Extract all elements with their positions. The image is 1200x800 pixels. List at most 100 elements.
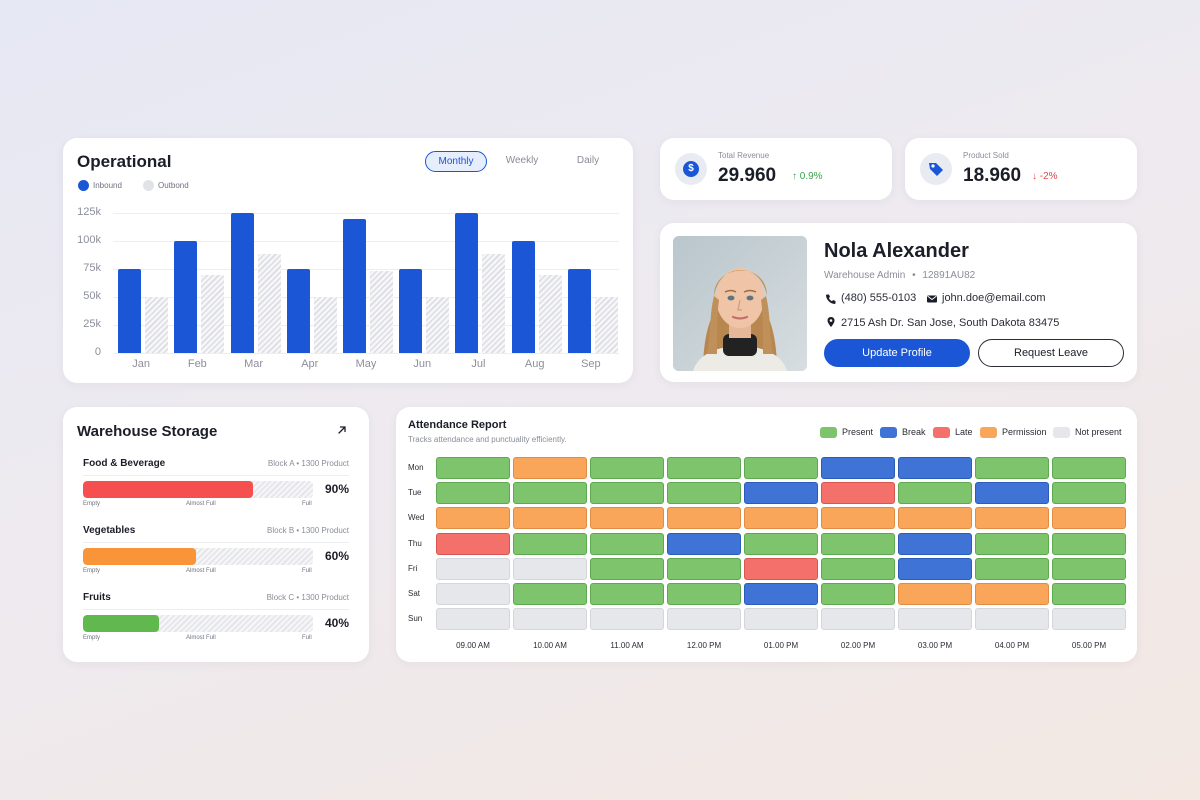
attendance-cell [590, 557, 664, 580]
outbond-bar-apr [313, 297, 337, 353]
time-label: 12.00 PM [686, 641, 722, 650]
storage-item-divider [83, 542, 349, 543]
inbound-legend-dot [78, 180, 89, 191]
day-label: Wed [408, 513, 425, 523]
period-tabs: Monthly Weekly Daily [425, 151, 625, 173]
sold-delta: ↓ -2% [1032, 171, 1058, 182]
profile-id: 12891AU82 [922, 270, 976, 281]
product-sold-card: Product Sold 18.960 ↓ -2% [905, 138, 1137, 200]
scale-almost-full-label: Almost Full [186, 635, 216, 641]
revenue-delta-value: 0.9% [799, 171, 823, 182]
attendance-cell [975, 583, 1049, 605]
attendance-cell [898, 482, 972, 505]
attendance-cell [975, 532, 1049, 555]
inbound-bar-feb [174, 241, 198, 353]
grid-line [113, 241, 619, 242]
y-axis-tick: 75k [83, 262, 101, 274]
tab-daily[interactable]: Daily [576, 155, 600, 166]
attendance-cell [744, 583, 818, 605]
storage-percent: 40% [324, 616, 349, 630]
attendance-cell [975, 608, 1049, 631]
legend-label: Not present [1075, 427, 1122, 437]
attendance-cell [821, 482, 895, 505]
profile-photo [673, 236, 807, 371]
attendance-cell [744, 457, 818, 479]
warehouse-title: Warehouse Storage [77, 423, 218, 440]
outbond-legend-dot [143, 180, 154, 191]
storage-item-block: Block B • 1300 Product [267, 526, 349, 535]
attendance-cell [436, 608, 510, 631]
attendance-cell [1052, 608, 1126, 631]
external-link-arrow-icon[interactable] [335, 423, 349, 437]
attendance-cell [667, 608, 741, 631]
attendance-cell [1052, 482, 1126, 505]
attendance-cell [590, 457, 664, 479]
legend-label: Permission [1002, 427, 1047, 437]
attendance-cell [898, 457, 972, 479]
storage-progress-track [83, 615, 313, 632]
legend-swatch-break [880, 427, 897, 438]
x-axis-tick: Jul [471, 358, 486, 370]
outbond-bar-mar [257, 254, 281, 353]
x-axis-tick: May [355, 358, 377, 370]
profile-phone: (480) 555-0103 [841, 292, 917, 304]
warehouse-storage-card: Warehouse Storage Food & Beverage Block A… [63, 407, 369, 662]
grid-line [113, 353, 619, 354]
inbound-bar-may [343, 218, 366, 353]
x-axis-tick: Jan [132, 358, 150, 370]
outbond-bar-jun [426, 297, 450, 353]
attendance-cell [590, 608, 664, 631]
attendance-cell [667, 583, 741, 605]
attendance-cell [1052, 532, 1126, 555]
attendance-cell [744, 608, 818, 631]
time-label: 02.00 PM [840, 641, 876, 650]
scale-empty-label: Empty [83, 568, 101, 574]
revenue-label: Total Revenue [718, 151, 770, 160]
outbond-bar-may [370, 271, 393, 353]
attendance-cell [590, 583, 664, 605]
storage-item-divider [83, 609, 349, 610]
tab-weekly[interactable]: Weekly [505, 155, 539, 166]
attendance-cell [667, 457, 741, 479]
storage-progress-fill [83, 548, 197, 565]
day-label: Tue [408, 488, 422, 498]
attendance-cell [975, 507, 1049, 530]
tab-monthly[interactable]: Monthly [425, 151, 487, 172]
attendance-cell [821, 557, 895, 580]
scale-empty-label: Empty [83, 501, 101, 507]
attendance-cell [667, 482, 741, 505]
outbond-bar-jul [482, 254, 506, 353]
inbound-bar-sep [567, 269, 591, 353]
grid-line [113, 213, 619, 214]
x-axis-tick: Feb [187, 358, 207, 370]
inbound-bar-aug [511, 241, 535, 353]
attendance-subtitle: Tracks attendance and punctuality effici… [408, 435, 567, 444]
outbond-bar-sep [594, 297, 618, 353]
storage-item: Food & Beverage Block A • 1300 Product 90%… [83, 458, 349, 518]
attendance-cell [513, 482, 587, 505]
attendance-cell [513, 608, 587, 631]
y-axis-tick: 125k [77, 206, 101, 218]
storage-percent: 60% [324, 549, 349, 563]
attendance-cell [1052, 457, 1126, 479]
request-leave-button[interactable]: Request Leave [978, 339, 1124, 367]
update-profile-button[interactable]: Update Profile [824, 339, 970, 367]
day-label: Sun [408, 614, 423, 624]
attendance-cell [436, 532, 510, 555]
legend-label: Break [902, 427, 926, 437]
time-label: 11.00 AM [610, 641, 644, 650]
storage-item-name: Fruits [83, 592, 111, 603]
time-label: 01.00 PM [763, 641, 799, 650]
attendance-cell [898, 608, 972, 631]
attendance-report-card: Attendance Report Tracks attendance and … [396, 407, 1137, 662]
attendance-cell [898, 583, 972, 605]
grid-line [113, 269, 619, 270]
attendance-cell [667, 532, 741, 555]
attendance-cell [436, 507, 510, 530]
attendance-cell [590, 507, 664, 530]
attendance-cell [744, 507, 818, 530]
storage-progress-track [83, 481, 313, 498]
inbound-bar-jul [455, 213, 479, 353]
attendance-cell [821, 583, 895, 605]
attendance-cell [513, 583, 587, 605]
